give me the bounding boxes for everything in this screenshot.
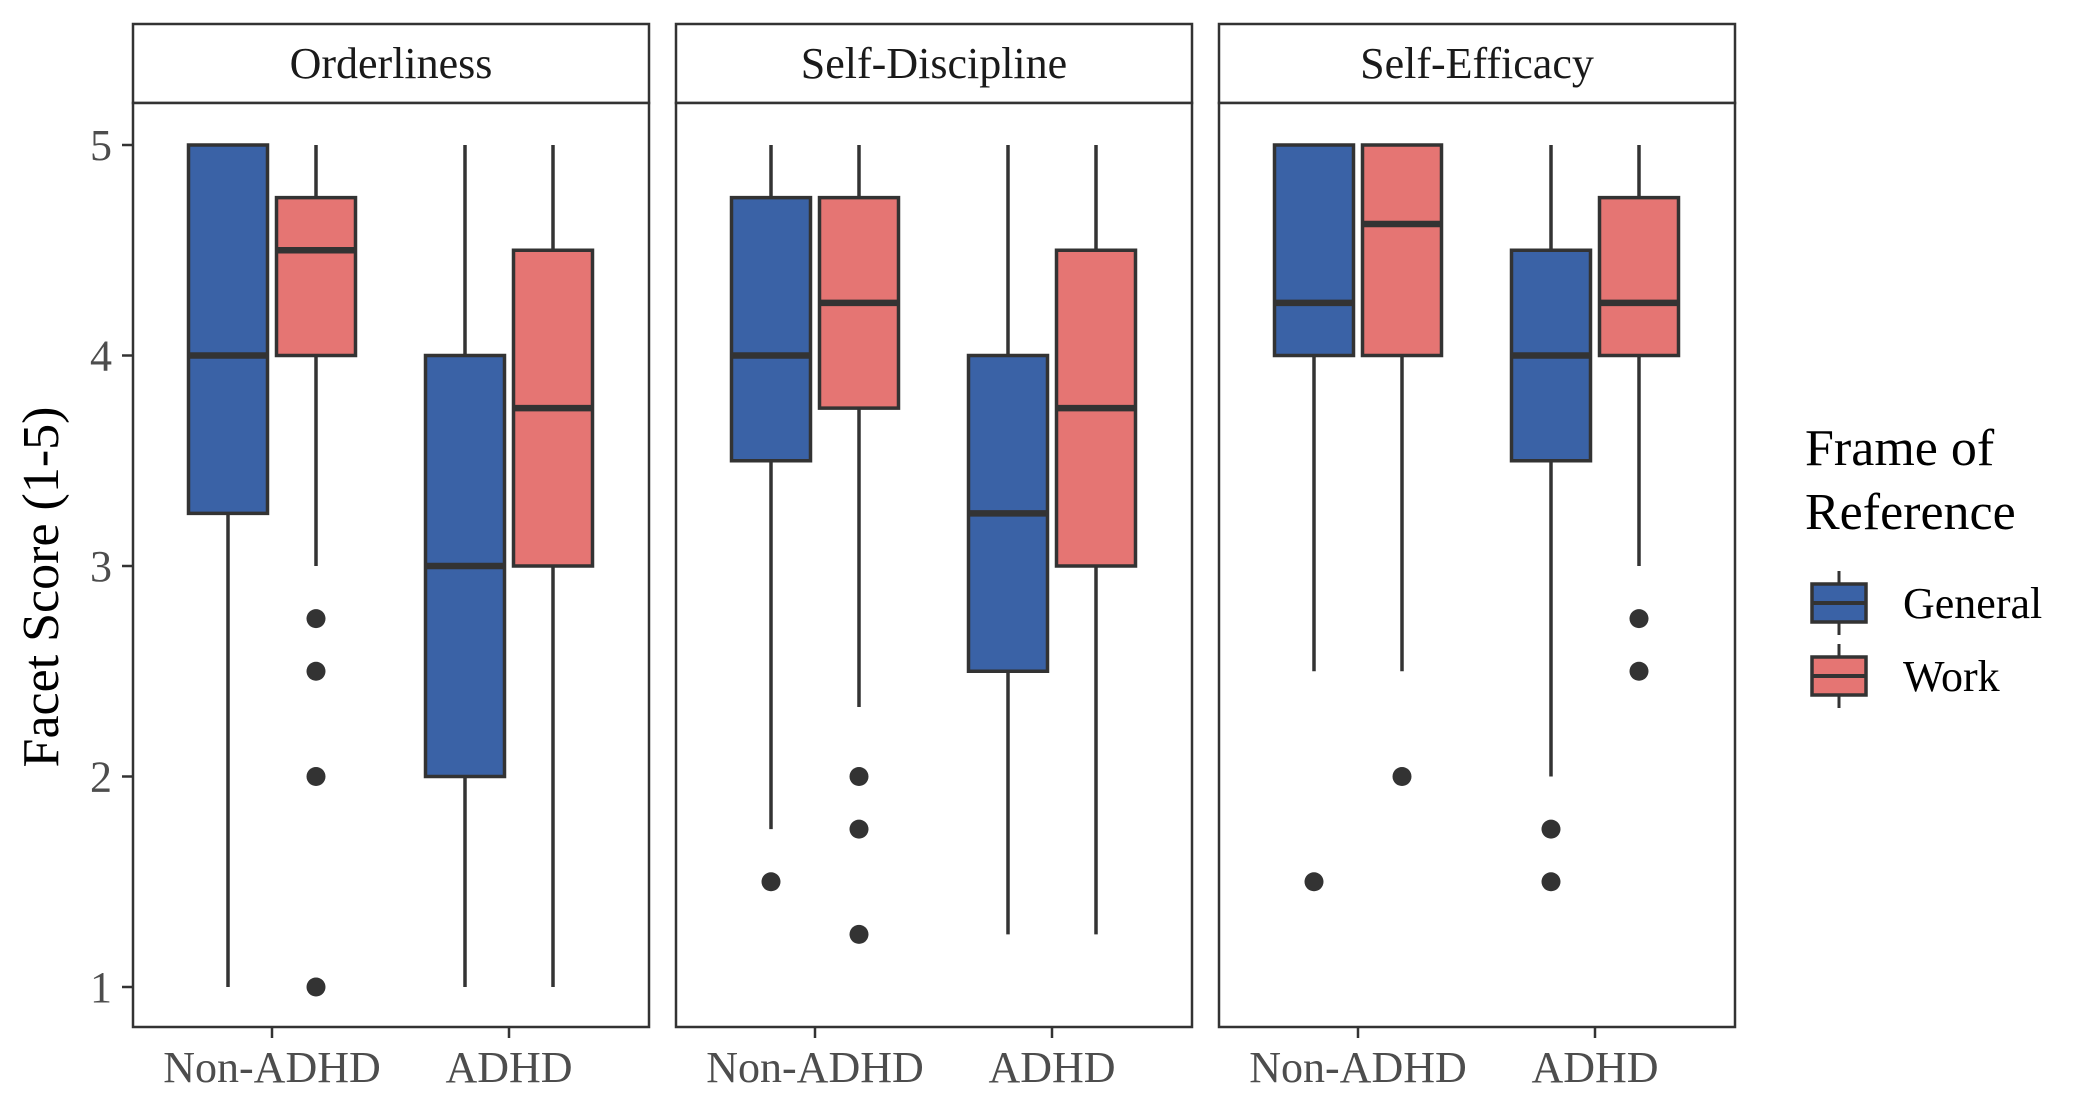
facet-panel: Self-Efficacy Non-ADHD ADHD (1217, 22, 1737, 1092)
box-general (1272, 143, 1356, 892)
legend: Frame of Reference General Work (1805, 420, 2042, 708)
x-tick-label: Non-ADHD (1249, 1043, 1467, 1092)
box-iqr (274, 195, 358, 358)
facet-strip (1217, 22, 1737, 105)
outlier-point (849, 767, 869, 786)
outlier-point (1541, 819, 1561, 839)
box-iqr (1360, 143, 1444, 358)
outlier-point (306, 661, 326, 681)
box-work (1597, 145, 1681, 681)
box-work (274, 145, 358, 997)
facet-strip (674, 22, 1194, 105)
y-axis-label: Facet Score (1-5) (13, 407, 70, 768)
y-tick-label: 3 (90, 542, 112, 591)
facet-strip-label: Self-Discipline (801, 39, 1067, 88)
box-iqr (729, 195, 813, 463)
facet-strip (131, 22, 651, 105)
outlier-point (1541, 872, 1561, 892)
y-tick-label: 5 (90, 121, 112, 170)
box-work (1360, 143, 1444, 786)
y-tick-label: 2 (90, 753, 112, 802)
x-tick-label: ADHD (445, 1043, 572, 1092)
x-tick-label: ADHD (988, 1043, 1115, 1092)
facet-panels: Orderliness Non-ADHD ADHD Self-Discipline No… (131, 22, 1737, 1092)
outlier-point (1629, 661, 1649, 681)
legend-title: Frame of (1805, 420, 1995, 477)
outlier-point (849, 819, 869, 839)
outlier-point (1392, 767, 1412, 786)
legend-label: Work (1903, 652, 2000, 701)
y-axis: 1 2 3 4 5 (90, 121, 133, 1012)
box-general (729, 145, 813, 892)
x-tick-label: ADHD (1531, 1043, 1658, 1092)
outlier-point (849, 924, 869, 944)
box-work (511, 145, 595, 987)
outlier-point (1629, 609, 1649, 629)
legend-key-work (1810, 644, 1868, 708)
facet-strip-label: Orderliness (290, 39, 493, 88)
y-tick-label: 1 (90, 963, 112, 1012)
box-iqr (1272, 143, 1356, 358)
outlier-point (306, 609, 326, 629)
box-general (186, 143, 270, 987)
box-work (1054, 145, 1138, 935)
box-general (423, 145, 507, 987)
outlier-point (761, 872, 781, 892)
facet-panel: Orderliness Non-ADHD ADHD (131, 22, 651, 1092)
outlier-point (306, 767, 326, 786)
box-general (1509, 145, 1593, 892)
box-iqr (186, 143, 270, 516)
y-tick-label: 4 (90, 332, 112, 381)
legend-title: Reference (1805, 484, 2016, 541)
facet-strip-label: Self-Efficacy (1360, 39, 1594, 88)
box-general (966, 145, 1050, 935)
legend-label: General (1903, 579, 2042, 628)
legend-key-general (1810, 571, 1868, 635)
outlier-point (1304, 872, 1324, 892)
x-tick-label: Non-ADHD (706, 1043, 924, 1092)
box-work (817, 145, 901, 944)
outlier-point (306, 977, 326, 997)
box-iqr (1597, 195, 1681, 358)
facet-panel: Self-Discipline Non-ADHD ADHD (674, 22, 1194, 1092)
x-tick-label: Non-ADHD (163, 1043, 381, 1092)
